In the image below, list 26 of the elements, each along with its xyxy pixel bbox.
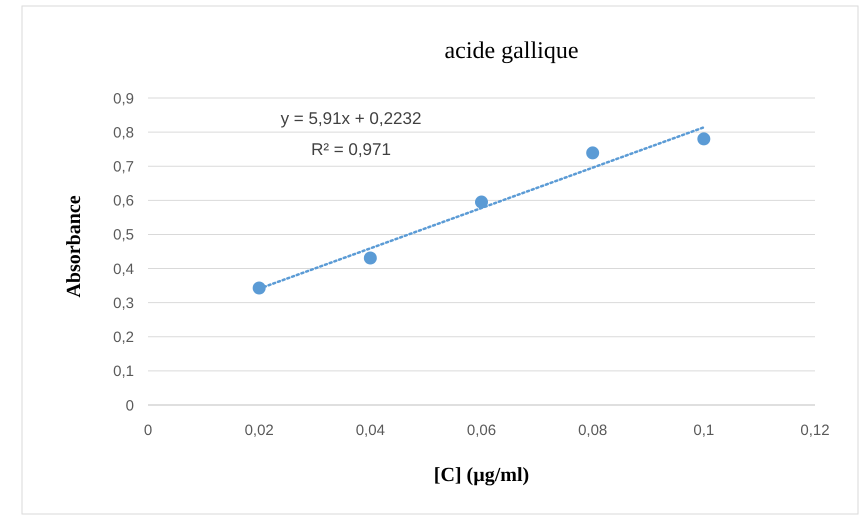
y-tick-label: 0,4	[113, 260, 134, 278]
point	[475, 196, 488, 209]
annotation: y = 5,91x + 0,2232	[280, 109, 422, 128]
point	[697, 132, 710, 146]
y-axis-title: Absorbance	[63, 195, 85, 298]
y-tick-label: 0,1	[113, 363, 134, 380]
chart-title: acide gallique	[444, 38, 578, 64]
x-tick-label: 0,1	[693, 422, 714, 439]
point	[586, 146, 600, 160]
x-tick-label: 0,06	[466, 422, 496, 439]
y-tick-label: 0,5	[113, 226, 134, 244]
x-axis-title: [C] (µg/ml)	[434, 464, 530, 486]
x-tick-label: 0	[144, 422, 152, 439]
x-tick-label: 0,04	[356, 422, 385, 439]
y-tick-label: 0,7	[113, 158, 134, 176]
y-tick-label: 0,9	[113, 90, 134, 108]
y-tick-label: 0,6	[113, 192, 134, 210]
x-tick-label: 0,02	[244, 422, 274, 439]
annotation: R² = 0,971	[311, 140, 391, 159]
y-tick-label: 0,2	[113, 329, 134, 346]
point	[364, 251, 377, 264]
y-tick-label: 0,8	[113, 124, 134, 142]
y-tick-label: 0,3	[113, 294, 134, 312]
x-tick-label: 0,08	[578, 422, 608, 439]
y-tick-label: 0	[126, 397, 134, 414]
x-tick-label: 0,12	[800, 422, 830, 439]
